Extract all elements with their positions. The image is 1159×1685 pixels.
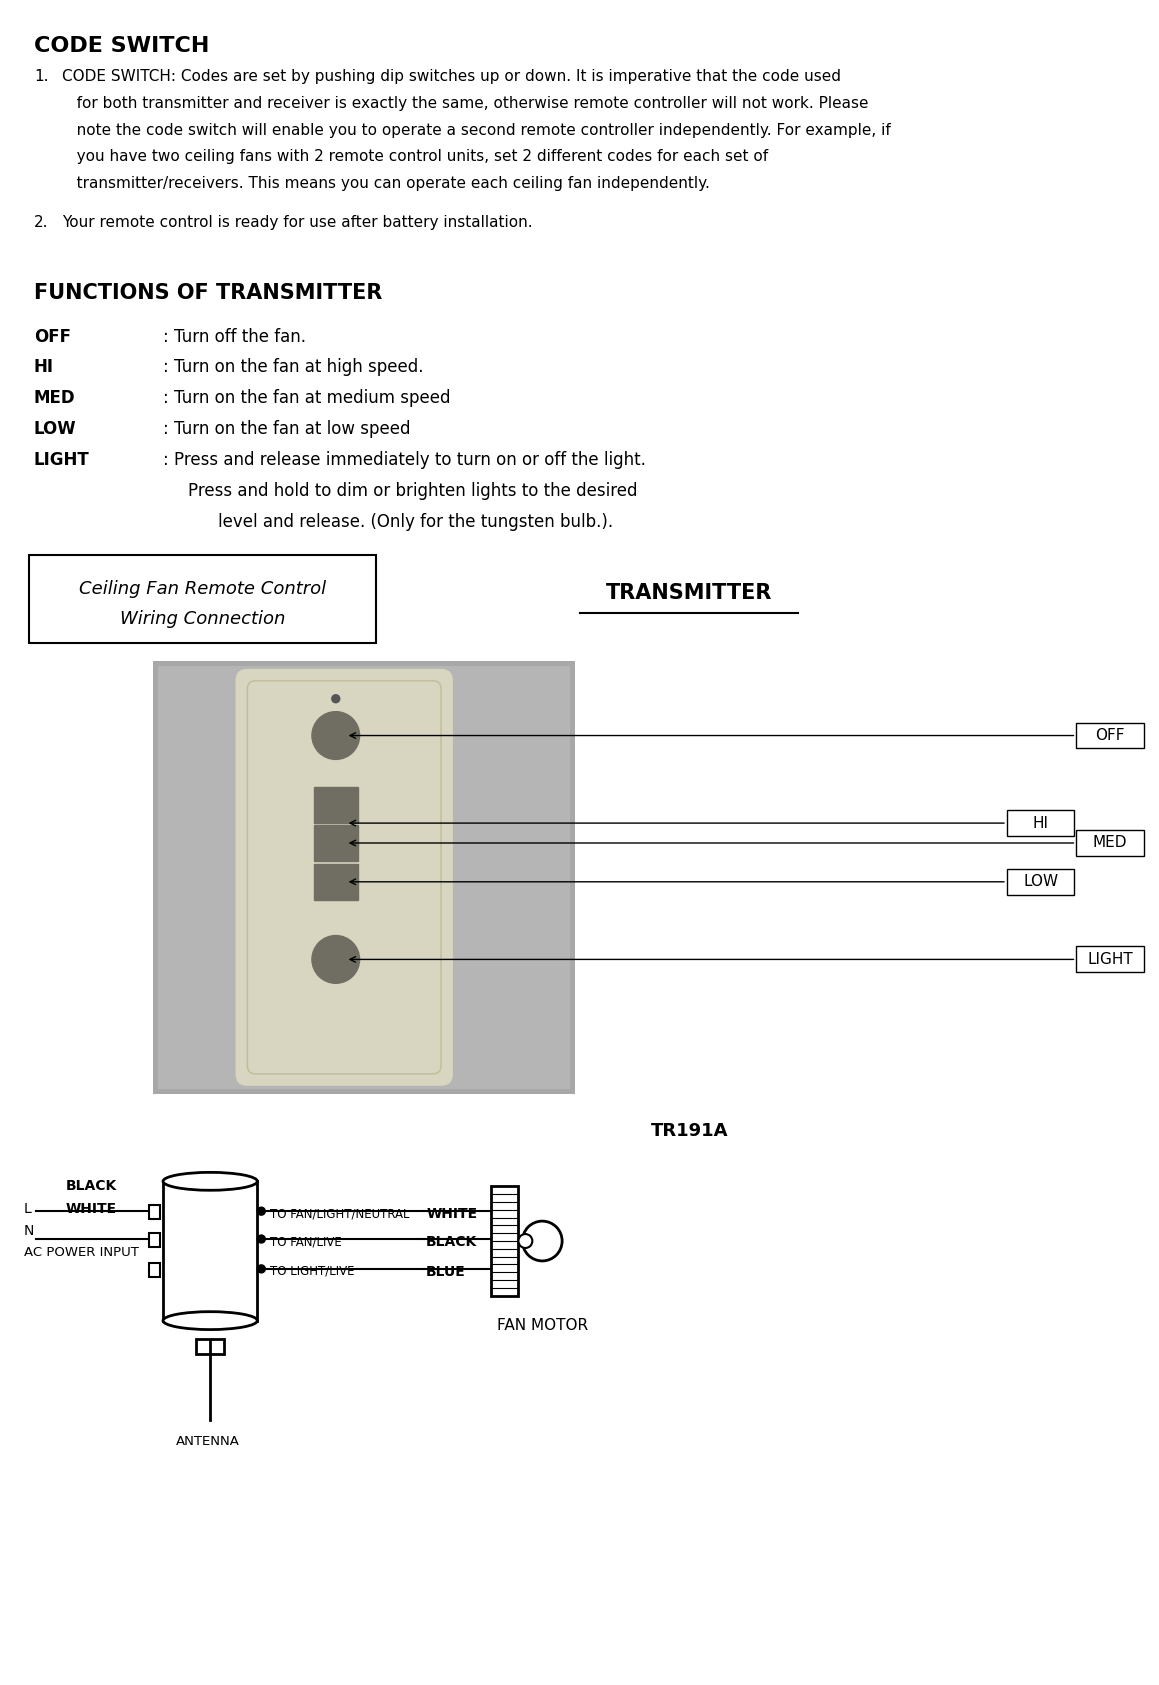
Text: LOW: LOW (1023, 875, 1058, 890)
Text: WHITE: WHITE (427, 1206, 478, 1222)
Text: HI: HI (1033, 816, 1049, 831)
Text: CODE SWITCH: CODE SWITCH (34, 35, 210, 56)
Text: BLACK: BLACK (66, 1180, 117, 1193)
Bar (1007, 810, 1074, 836)
Text: : Turn on the fan at low speed: : Turn on the fan at low speed (163, 420, 410, 438)
Text: MED: MED (1093, 836, 1128, 851)
Text: Ceiling Fan Remote Control: Ceiling Fan Remote Control (79, 580, 327, 598)
Bar (1077, 831, 1144, 856)
Bar (196, 1338, 224, 1355)
Text: : Turn off the fan.: : Turn off the fan. (163, 327, 306, 345)
FancyBboxPatch shape (235, 669, 453, 1085)
Bar (1077, 947, 1144, 972)
Ellipse shape (163, 1311, 257, 1329)
Text: FAN MOTOR: FAN MOTOR (497, 1318, 588, 1333)
Text: 1.: 1. (34, 69, 49, 84)
Text: note the code switch will enable you to operate a second remote controller indep: note the code switch will enable you to … (61, 123, 890, 138)
Text: LIGHT: LIGHT (34, 452, 89, 468)
Text: Your remote control is ready for use after battery installation.: Your remote control is ready for use aft… (61, 216, 532, 231)
Bar (29, 556, 377, 644)
Bar (150, 1264, 160, 1277)
Text: TR191A: TR191A (650, 1122, 728, 1139)
Bar (490, 1186, 518, 1296)
Text: OFF: OFF (34, 327, 71, 345)
Text: OFF: OFF (1095, 728, 1125, 743)
Bar (1007, 869, 1074, 895)
Bar (150, 1205, 160, 1220)
Ellipse shape (163, 1173, 257, 1190)
Circle shape (257, 1235, 265, 1244)
Bar (314, 826, 358, 861)
Text: BLACK: BLACK (427, 1235, 478, 1249)
Bar (158, 666, 570, 1089)
Bar (314, 864, 358, 900)
Text: TO LIGHT/LIVE: TO LIGHT/LIVE (270, 1265, 355, 1277)
Circle shape (331, 694, 340, 703)
Text: AC POWER INPUT: AC POWER INPUT (24, 1245, 139, 1259)
Bar (314, 787, 358, 822)
Text: LIGHT: LIGHT (1087, 952, 1134, 967)
Text: HI: HI (34, 359, 54, 376)
Circle shape (257, 1265, 265, 1272)
Circle shape (312, 711, 359, 760)
Circle shape (523, 1222, 562, 1260)
Circle shape (257, 1206, 265, 1215)
Text: WHITE: WHITE (66, 1201, 117, 1217)
Text: Wiring Connection: Wiring Connection (121, 610, 285, 629)
Text: L: L (24, 1201, 31, 1217)
Text: 2.: 2. (34, 216, 49, 231)
Text: Press and hold to dim or brighten lights to the desired: Press and hold to dim or brighten lights… (188, 482, 637, 500)
Text: : Turn on the fan at high speed.: : Turn on the fan at high speed. (163, 359, 423, 376)
Text: you have two ceiling fans with 2 remote control units, set 2 different codes for: you have two ceiling fans with 2 remote … (61, 150, 768, 165)
Text: TRANSMITTER: TRANSMITTER (606, 583, 772, 603)
Circle shape (518, 1233, 532, 1249)
Bar (163, 1181, 257, 1321)
Text: TO FAN/LIGHT/NEUTRAL: TO FAN/LIGHT/NEUTRAL (270, 1206, 410, 1220)
Text: BLUE: BLUE (427, 1265, 466, 1279)
Bar (1077, 723, 1144, 748)
Text: ANTENNA: ANTENNA (175, 1436, 239, 1447)
Text: level and release. (Only for the tungsten bulb.).: level and release. (Only for the tungste… (218, 512, 613, 531)
Bar (150, 1233, 160, 1247)
Bar (153, 661, 575, 1094)
Text: CODE SWITCH: Codes are set by pushing dip switches up or down. It is imperative : CODE SWITCH: Codes are set by pushing di… (61, 69, 840, 84)
Text: transmitter/receivers. This means you can operate each ceiling fan independently: transmitter/receivers. This means you ca… (61, 177, 709, 192)
Text: : Press and release immediately to turn on or off the light.: : Press and release immediately to turn … (163, 452, 646, 468)
Text: for both transmitter and receiver is exactly the same, otherwise remote controll: for both transmitter and receiver is exa… (61, 96, 868, 111)
Text: N: N (24, 1223, 35, 1238)
Circle shape (312, 935, 359, 984)
Text: MED: MED (34, 389, 75, 408)
Text: : Turn on the fan at medium speed: : Turn on the fan at medium speed (163, 389, 451, 408)
Text: TO FAN/LIVE: TO FAN/LIVE (270, 1235, 342, 1249)
Text: FUNCTIONS OF TRANSMITTER: FUNCTIONS OF TRANSMITTER (34, 283, 382, 303)
Text: LOW: LOW (34, 420, 76, 438)
